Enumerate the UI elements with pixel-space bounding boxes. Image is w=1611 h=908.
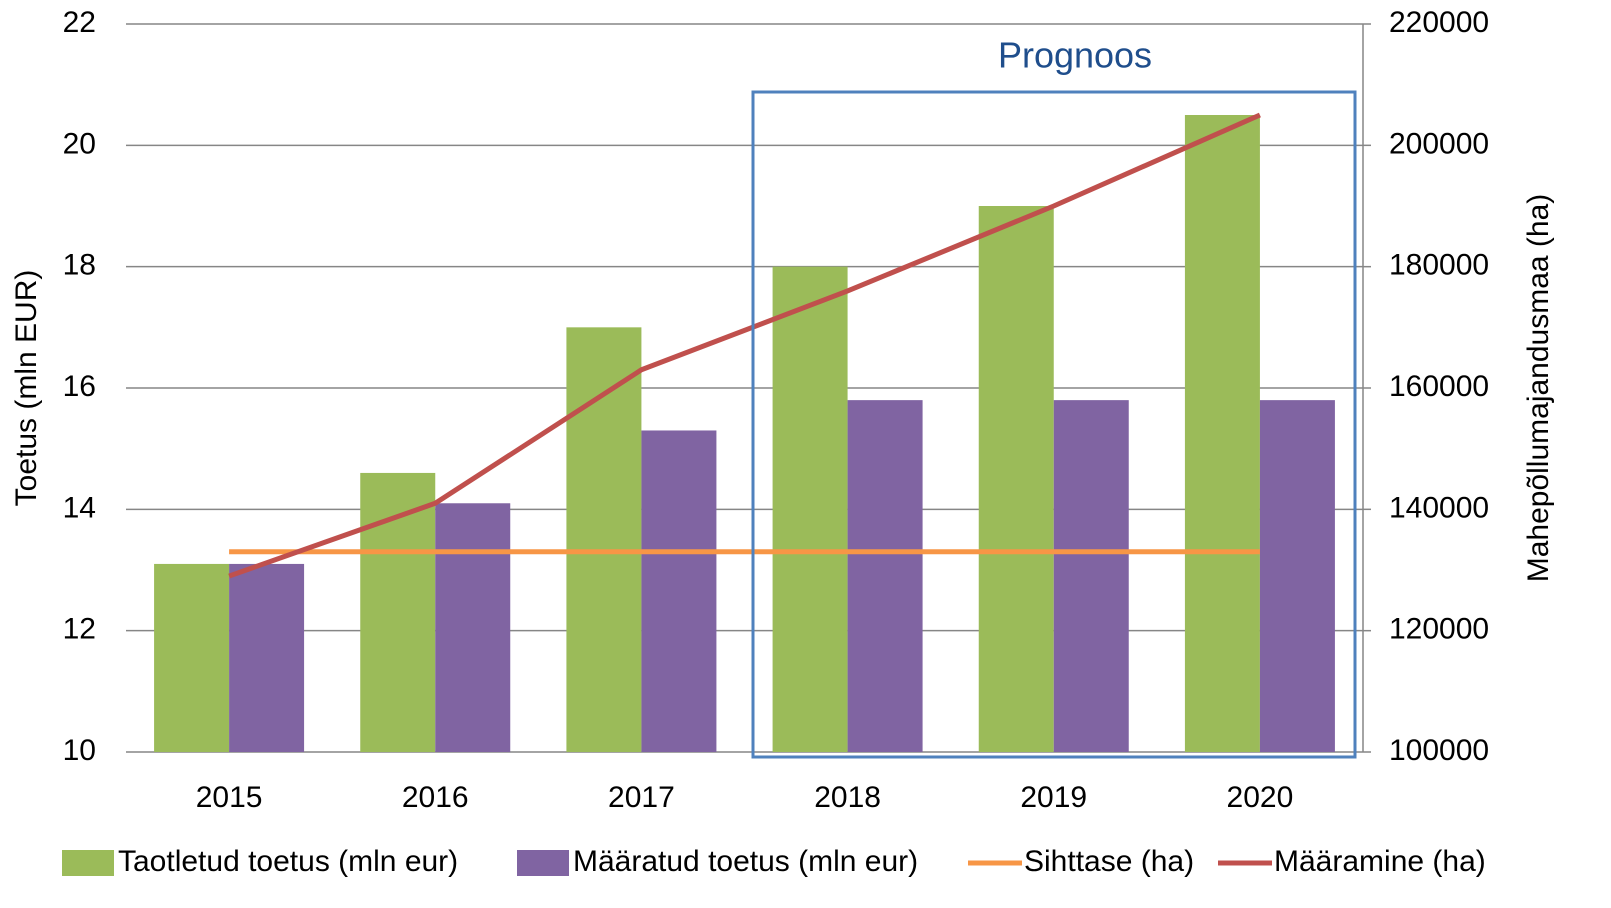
legend-swatch (517, 850, 569, 876)
y-tick-label: 10 (63, 734, 96, 767)
y-tick-label: 12 (63, 613, 96, 646)
bar (847, 400, 923, 752)
bar (566, 327, 642, 752)
y-tick-label: 22 (63, 6, 96, 39)
legend-swatch (62, 850, 114, 876)
x-tick-label: 2019 (1020, 781, 1087, 814)
bar (435, 503, 511, 752)
x-tick-label: 2017 (608, 781, 675, 814)
bar (360, 472, 436, 752)
y-tick-label: 16 (63, 370, 96, 403)
y2-tick-label: 200000 (1389, 127, 1489, 160)
legend-label: Määramine (ha) (1274, 845, 1486, 878)
y2-tick-label: 120000 (1389, 613, 1489, 646)
y2-tick-label: 180000 (1389, 249, 1489, 282)
bar (641, 430, 717, 752)
y2-axis-label: Mahepõllumajandusmaa (ha) (1522, 194, 1555, 583)
forecast-box (751, 90, 1357, 759)
bar (772, 266, 848, 752)
bar (1184, 115, 1260, 752)
y2-tick-label: 220000 (1389, 6, 1489, 39)
y2-tick-label: 160000 (1389, 370, 1489, 403)
bar (154, 563, 230, 752)
legend-label: Määratud toetus (mln eur) (573, 845, 918, 878)
x-tick-label: 2020 (1227, 781, 1294, 814)
plot: 10 12 14 16 18 20 22 100000 120000 140000 160000 18… (62, 6, 1489, 878)
legend-label: Taotletud toetus (mln eur) (118, 845, 458, 878)
y-tick-label: 20 (63, 127, 96, 160)
y-tick-label: 18 (63, 249, 96, 282)
y2-tick-label: 140000 (1389, 491, 1489, 524)
bar (1259, 400, 1335, 752)
y2-tick-label: 100000 (1389, 734, 1489, 767)
legend-label: Sihttase (ha) (1024, 845, 1194, 878)
y-axis-label: Toetus (mln EUR) (10, 270, 43, 507)
x-tick-label: 2016 (402, 781, 469, 814)
x-tick-label: 2018 (814, 781, 881, 814)
bar (229, 563, 305, 752)
x-tick-label: 2015 (196, 781, 263, 814)
bar (978, 206, 1054, 752)
bar (1053, 400, 1129, 752)
line (228, 112, 1261, 579)
y-tick-label: 14 (63, 491, 96, 524)
annotation: Prognoos (998, 35, 1152, 76)
